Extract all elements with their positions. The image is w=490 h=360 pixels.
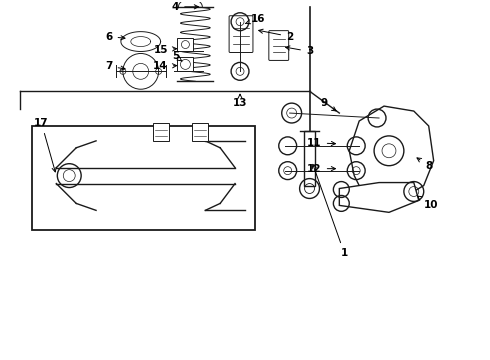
- Text: 5: 5: [172, 51, 182, 62]
- Text: 9: 9: [321, 98, 336, 111]
- Bar: [153, 123, 169, 141]
- Text: 1: 1: [312, 165, 348, 258]
- Polygon shape: [304, 131, 316, 185]
- Bar: [177, 37, 194, 51]
- Text: 11: 11: [307, 138, 336, 148]
- Text: 6: 6: [105, 32, 125, 42]
- Text: 15: 15: [153, 45, 176, 54]
- Bar: [31, 126, 255, 230]
- Text: 2: 2: [259, 29, 294, 42]
- Text: 13: 13: [233, 94, 247, 108]
- Text: 7: 7: [105, 62, 125, 71]
- FancyBboxPatch shape: [269, 31, 289, 60]
- Text: 14: 14: [153, 62, 176, 71]
- Bar: [193, 123, 208, 141]
- Text: 3: 3: [286, 46, 313, 57]
- Polygon shape: [349, 106, 434, 201]
- Bar: [177, 58, 194, 71]
- Text: 17: 17: [34, 118, 56, 172]
- Text: 8: 8: [417, 158, 432, 171]
- Text: 4: 4: [172, 2, 198, 12]
- Text: 12: 12: [307, 164, 336, 174]
- Text: 10: 10: [417, 196, 438, 210]
- FancyBboxPatch shape: [229, 16, 253, 53]
- Text: 16: 16: [245, 14, 265, 24]
- Polygon shape: [340, 183, 419, 212]
